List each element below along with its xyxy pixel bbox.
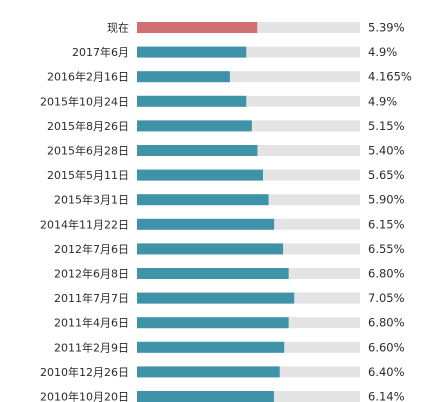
category-label: 2017年6月 — [72, 45, 129, 59]
category-label: 2010年12月26日 — [40, 365, 129, 379]
category-label: 2011年2月9日 — [54, 340, 129, 354]
category-label: 2015年5月11日 — [47, 168, 129, 182]
value-label: 6.60% — [368, 340, 405, 354]
category-label: 2011年7月7日 — [54, 291, 129, 305]
bar — [137, 194, 269, 206]
value-label: 5.39% — [368, 21, 405, 35]
value-label: 6.80% — [368, 316, 405, 330]
value-label: 4.9% — [368, 94, 397, 108]
value-label: 6.80% — [368, 267, 405, 281]
value-label: 5.15% — [368, 119, 405, 133]
value-label: 5.65% — [368, 168, 405, 182]
value-label: 6.40% — [368, 365, 405, 379]
bar-track — [137, 46, 360, 58]
bar — [137, 366, 280, 378]
value-label: 7.05% — [368, 291, 405, 305]
bar — [137, 292, 295, 304]
category-label: 2010年10月20日 — [40, 390, 129, 402]
bar — [137, 341, 285, 353]
bar — [137, 317, 289, 329]
category-label: 2015年3月1日 — [54, 193, 129, 207]
category-label: 2015年8月26日 — [47, 119, 129, 133]
bar — [137, 268, 289, 279]
bar-track — [137, 95, 360, 107]
bar — [137, 95, 247, 107]
category-label: 2014年11月22日 — [40, 217, 129, 231]
bar — [137, 145, 258, 156]
category-label: 现在 — [107, 22, 129, 35]
bar-track — [137, 71, 360, 83]
bar — [137, 120, 252, 132]
bar — [137, 22, 258, 33]
bar — [137, 169, 263, 181]
category-label: 2015年10月24日 — [40, 94, 129, 108]
category-label: 2011年4月6日 — [54, 316, 129, 330]
value-label: 4.165% — [368, 70, 412, 84]
bar — [137, 46, 247, 58]
bar — [137, 391, 274, 402]
value-label: 4.9% — [368, 45, 397, 59]
bar — [137, 71, 230, 83]
category-label: 2016年2月16日 — [47, 70, 129, 84]
bar — [137, 218, 275, 230]
value-label: 5.40% — [368, 144, 405, 158]
value-label: 6.15% — [368, 217, 405, 231]
category-label: 2012年6月8日 — [54, 267, 129, 281]
value-label: 5.90% — [368, 193, 405, 207]
bar — [137, 243, 284, 255]
value-label: 6.55% — [368, 242, 405, 256]
value-label: 6.14% — [368, 390, 405, 402]
category-label: 2012年7月6日 — [54, 242, 129, 256]
category-label: 2015年6月28日 — [47, 144, 129, 158]
